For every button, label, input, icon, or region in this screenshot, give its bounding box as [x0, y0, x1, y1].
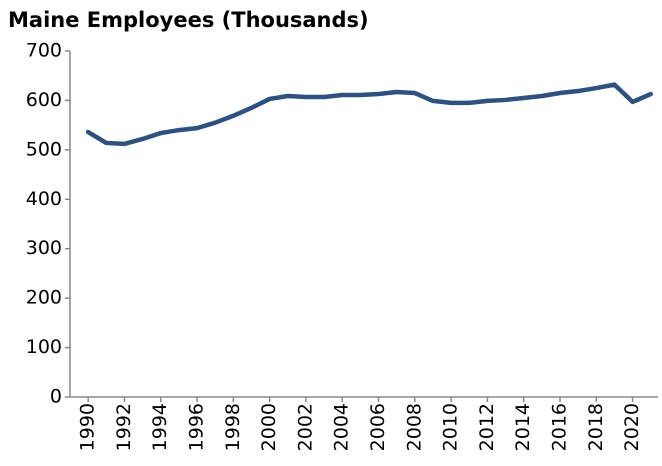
- x-tick-label: 2000: [258, 403, 280, 451]
- data-line: [85, 82, 653, 147]
- x-tick-label: 2018: [585, 403, 607, 451]
- x-tick-label: 2012: [476, 403, 498, 451]
- y-tick-label: 200: [26, 287, 62, 309]
- x-tick-label: 1998: [222, 403, 244, 451]
- x-tick-label: 2008: [403, 403, 425, 451]
- x-tick-label: 1990: [77, 403, 99, 451]
- x-tick-label: 2004: [331, 403, 353, 451]
- y-tick-label: 700: [26, 40, 62, 62]
- x-tick-label: 2014: [512, 403, 534, 451]
- x-tick-label: 2006: [367, 403, 389, 451]
- x-tick-label: 2020: [621, 403, 643, 451]
- x-tick-label: 2010: [440, 403, 462, 451]
- y-tick-label: 300: [26, 237, 62, 259]
- chart-title: Maine Employees (Thousands): [8, 8, 369, 32]
- x-tick-label: 2002: [294, 403, 316, 451]
- y-tick-label: 0: [50, 386, 62, 408]
- x-tick-label: 1992: [113, 403, 135, 451]
- y-tick-label: 600: [26, 89, 62, 111]
- x-tick-label: 2016: [549, 403, 571, 451]
- y-tick-label: 100: [26, 336, 62, 358]
- x-tick-label: 1994: [149, 403, 171, 451]
- y-tick-label: 400: [26, 188, 62, 210]
- x-tick-label: 1996: [186, 403, 208, 451]
- y-tick-label: 500: [26, 138, 62, 160]
